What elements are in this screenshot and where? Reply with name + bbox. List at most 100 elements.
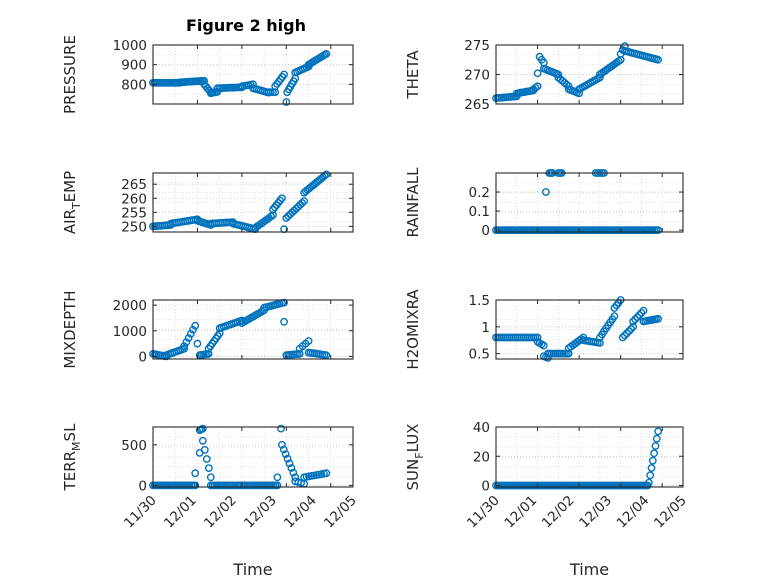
data-point xyxy=(198,436,207,445)
data-point xyxy=(554,70,563,79)
data-point xyxy=(300,197,308,206)
y-tick-label: 0.2 xyxy=(469,185,490,201)
data-point xyxy=(639,306,648,315)
data-point xyxy=(650,449,658,458)
data-point xyxy=(637,308,646,317)
data-point xyxy=(277,194,286,203)
y-tick-label: 0.5 xyxy=(469,347,490,363)
x-tick-label: 12/02 xyxy=(201,493,240,532)
data-point xyxy=(648,456,657,465)
data-point xyxy=(651,442,660,450)
y-axis-label: SUNFLUX xyxy=(404,424,426,491)
data-point xyxy=(280,317,288,326)
subplot-mixdepth: 0 1000 2000 MIXDEPTH xyxy=(61,290,354,369)
data-point xyxy=(202,455,211,463)
x-tick-label: 12/01 xyxy=(501,493,540,532)
data-point xyxy=(287,464,296,472)
data-point xyxy=(635,311,644,319)
y-tick-label: 0.1 xyxy=(469,204,490,220)
data-point xyxy=(629,317,637,326)
data-point xyxy=(191,469,200,478)
data-point xyxy=(654,314,662,323)
x-tick-label: 12/04 xyxy=(614,493,653,532)
grid-lines xyxy=(153,427,353,487)
data-point xyxy=(282,98,291,106)
data-point xyxy=(269,211,277,220)
y-tick-label: 1 xyxy=(481,320,490,336)
y-tick-label: 20 xyxy=(473,449,490,465)
data-point xyxy=(654,427,662,436)
data-point xyxy=(647,464,656,472)
y-tick-label: 500 xyxy=(121,438,147,454)
data-point xyxy=(295,349,304,358)
y-axis-label: TERRMSL xyxy=(61,423,83,492)
data-point xyxy=(277,424,285,433)
y-tick-label: 40 xyxy=(473,420,490,436)
data-point xyxy=(189,325,197,334)
data-point xyxy=(184,334,193,342)
y-tick-label: 265 xyxy=(121,177,147,193)
data-point xyxy=(596,73,604,82)
data-point xyxy=(629,322,637,331)
data-point xyxy=(204,349,213,358)
x-tick-label: 12/03 xyxy=(241,493,280,532)
y-tick-label: 0 xyxy=(481,479,490,495)
x-tick-label: 11/30 xyxy=(464,493,503,532)
y-axis-label: THETA xyxy=(404,50,422,100)
data-point xyxy=(564,82,573,91)
data-point xyxy=(610,312,619,320)
data-series-sun_flux xyxy=(492,427,662,490)
data-point xyxy=(322,170,331,179)
data-point xyxy=(191,481,200,490)
data-point xyxy=(633,313,642,322)
data-point xyxy=(283,454,292,463)
x-axis-label: Time xyxy=(569,560,609,579)
data-point xyxy=(206,473,215,482)
y-tick-label: 270 xyxy=(464,68,490,84)
data-series-h2omixra xyxy=(492,296,662,362)
y-tick-label: 0 xyxy=(138,349,147,365)
grid-lines xyxy=(496,427,683,487)
data-point xyxy=(289,468,298,477)
data-point xyxy=(204,464,213,472)
subplot-terr_msl: 0 500 11/30 12/01 12/02 12/03 12/04 12/05 TERRMS… xyxy=(61,423,360,579)
data-point xyxy=(200,445,209,454)
subplot-rainfall: 0 0.1 0.2 RAINFALL xyxy=(404,167,684,239)
data-point xyxy=(542,188,550,196)
x-tick-label: 12/03 xyxy=(576,493,615,532)
y-tick-label: 265 xyxy=(464,97,490,113)
data-point xyxy=(654,226,662,235)
y-tick-label: 260 xyxy=(121,191,147,207)
data-point xyxy=(180,342,189,351)
data-point xyxy=(273,481,282,490)
y-tick-label: 255 xyxy=(121,205,147,221)
data-point xyxy=(652,434,661,443)
axes-frame xyxy=(495,299,684,360)
x-tick-label: 11/30 xyxy=(121,493,160,532)
data-point xyxy=(322,469,331,478)
data-point xyxy=(304,337,313,345)
data-point xyxy=(280,298,288,307)
data-point xyxy=(631,315,640,324)
data-point xyxy=(654,55,662,64)
data-point xyxy=(280,70,288,79)
x-tick-label: 12/04 xyxy=(281,493,320,532)
y-tick-label: 1000 xyxy=(113,324,147,340)
x-tick-label: 12/01 xyxy=(161,493,200,532)
data-point xyxy=(322,50,331,58)
subplot-pressure: 800 900 1000 PRESSURE xyxy=(61,35,354,114)
data-point xyxy=(596,338,604,347)
y-tick-label: 800 xyxy=(121,77,147,93)
y-tick-label: 250 xyxy=(121,219,147,235)
x-tick-label: 12/05 xyxy=(321,493,360,532)
axes-frame xyxy=(152,426,354,488)
axes-frame xyxy=(152,172,354,233)
data-series-air_temp xyxy=(149,170,331,234)
x-axis-label: Time xyxy=(232,560,272,579)
data-point xyxy=(533,82,542,91)
data-series-terr_msl xyxy=(149,424,331,490)
subplot-h2omixra: 0.5 1 1.5 H2OMIXRA xyxy=(404,289,684,370)
y-tick-label: 275 xyxy=(464,38,490,54)
